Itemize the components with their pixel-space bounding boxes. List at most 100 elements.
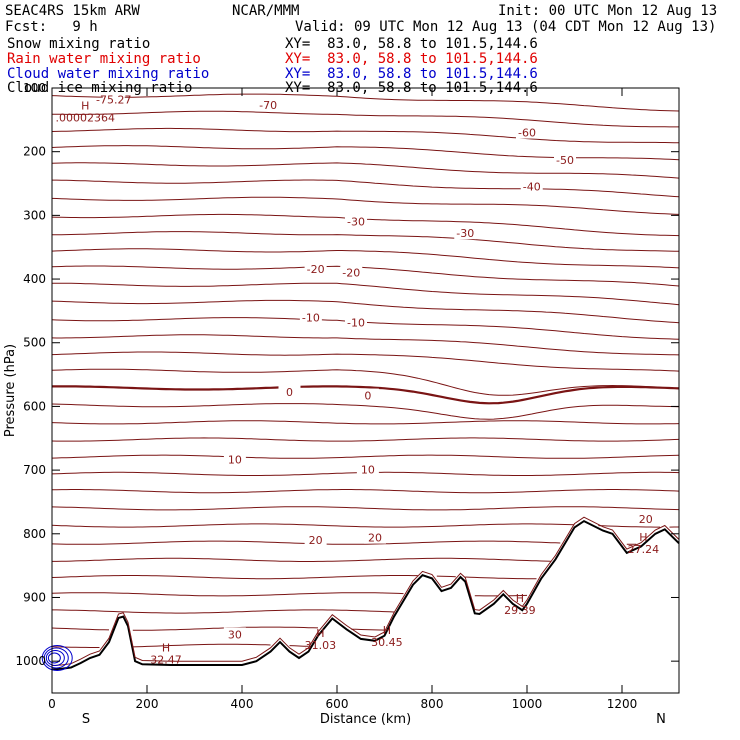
cloud-water-contour [45,649,65,666]
isotherm-line [51,127,679,144]
isotherm-line [51,420,680,425]
contour-label: -50 [556,154,574,167]
zero-isotherm [52,385,680,405]
center-label: NCAR/MMM [232,3,300,19]
isotherm-line [51,575,537,580]
isotherm-line [51,248,680,269]
contour-labels: -75.27 -70 -60 -50 -40 -30 -30 -20 -20 -10 -10 0 0 10… [96,92,657,641]
contour-label-bg [278,384,301,398]
contour-label-bg [520,179,543,193]
contour-label: -20 [307,263,325,276]
isotherm-line [51,454,680,459]
isotherm-line [51,93,680,112]
x-tick-label: 0 [48,697,56,711]
extremum-marker: H [639,531,647,544]
contour-label: -30 [347,216,365,229]
contour-label-bg [356,388,379,402]
init-time: Init: 00 UTC Mon 12 Aug 13 [498,3,718,19]
contour-label-bg [223,627,246,641]
isotherm-line [51,351,680,372]
contour-label: -20 [342,267,360,280]
contour-label-bg [257,98,280,112]
isotherm-line [52,557,551,562]
extremum-value: 31.03 [305,639,337,652]
isotherm-line [51,489,680,494]
cloud-water-contour [41,644,73,671]
contour-label-bg [634,512,657,526]
contour-label-bg [345,214,367,228]
y-tick-label: 200 [23,145,46,159]
x-tick-label: 200 [136,697,159,711]
isotherm-line [51,592,528,597]
contour-label: -60 [518,127,536,140]
x-tick-label: 800 [421,697,444,711]
y-tick-label: 500 [23,336,46,350]
isotherm-line [51,643,309,648]
contour-label-bg [364,530,386,544]
isotherm-line [51,523,679,528]
x-tick-label: 600 [326,697,349,711]
y-tick-label: 600 [23,399,46,413]
field-snow-xy: XY= 83.0, 58.8 to 101.5,144.6 [285,36,538,52]
contour-label: 30 [228,628,242,641]
x-end-label-south: S [82,712,90,727]
cloud-water-contour [47,652,61,664]
field-cloud-water-xy: XY= 83.0, 58.8 to 101.5,144.6 [285,66,538,82]
y-tick-label: 800 [23,527,46,541]
cloud-water-contour [43,647,69,669]
extremum-value: 32.47 [150,654,182,667]
y-axis-label: Pressure (hPa) [3,344,18,437]
contour-label-bg [223,452,246,466]
field-rain-xy: XY= 83.0, 58.8 to 101.5,144.6 [285,51,538,67]
y-tick-label: 1000 [15,654,46,668]
terrain-layer [41,516,680,671]
extremum-marker: H [81,100,89,113]
x-tick-label: 1000 [512,697,543,711]
contour-label: 10 [228,453,242,466]
y-tick-label: 700 [23,463,46,477]
x-axis-label: Distance (km) [320,712,411,727]
isotherm-line [51,626,385,631]
contour-label-bg [304,261,327,275]
field-cloud-ice-xy: XY= 83.0, 58.8 to 101.5,144.6 [285,80,538,96]
isotherm-line [51,299,680,324]
contour-label: -70 [259,99,277,112]
contour-label: -40 [523,181,541,194]
isotherm-contours [51,93,680,648]
isotherm-line [52,609,395,614]
y-tick-label: 100 [23,81,46,95]
contour-label: 20 [309,534,323,547]
field-rain-label: Rain water mixing ratio [7,51,201,67]
contour-label: 10 [361,463,375,476]
extremum-value: 29.39 [504,604,536,617]
near-surface-contour [51,516,680,667]
field-cloud-water-label: Cloud water mixing ratio [7,66,210,82]
field-snow-label: Snow mixing ratio [7,36,151,52]
extremum-marker: H [383,624,391,637]
contour-label-bg [102,92,125,106]
contour-label: -10 [302,311,320,324]
field-cloud-ice-label: Cloud ice mixing ratio [7,80,193,96]
x-tick-label: 1200 [607,697,638,711]
contour-label: 20 [639,513,653,526]
contour-label-bg [340,265,363,279]
extremum-value: .00002364 [56,112,116,125]
isotherm-line [51,110,679,128]
isotherm-line [51,196,680,215]
isotherm-line [51,403,680,420]
valid-time: Valid: 09 UTC Mon 12 Aug 13 (04 CDT Mon … [295,19,717,35]
y-tick-label: 300 [23,208,46,222]
isotherm-line [51,231,680,252]
isotherm-line [51,437,680,442]
extremum-marker: H [316,627,324,640]
isotherm-line [52,282,680,306]
y-tick-label: 900 [23,590,46,604]
isotherm-line [51,265,680,287]
contour-label-bg [356,462,379,476]
extremum-marker: H [516,592,524,605]
isotherm-line [51,162,680,179]
terrain-line [51,519,680,671]
isotherm-line [51,506,680,511]
